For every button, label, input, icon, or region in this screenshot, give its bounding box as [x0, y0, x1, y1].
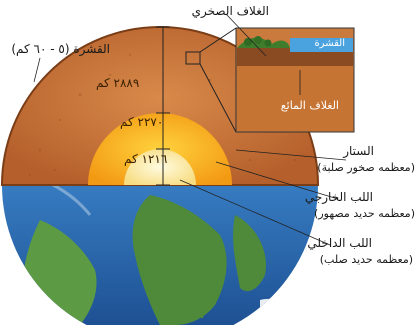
- inner-core-note: (معظمه حديد صلب): [319, 253, 413, 266]
- outer-core-note: (معظمه حديد مصهور): [314, 207, 415, 220]
- asthenosphere-label: الغلاف المائع: [280, 99, 339, 112]
- inner-core-layer: [124, 149, 196, 185]
- inset-ocean: [290, 38, 353, 52]
- mantle-leader: [235, 149, 347, 161]
- outer-core-depth-label: ٢٢٧٠ كم: [120, 115, 164, 129]
- inner-core-leader: [179, 179, 331, 246]
- outer-core-title: اللب الخارجي: [304, 190, 373, 204]
- zoom-source-box: [185, 51, 201, 65]
- arabia-landmass: [233, 215, 266, 292]
- crust-label: القشرة (٥ - ٦٠ كم): [11, 42, 110, 56]
- inner-core-title: اللب الداخلي: [307, 236, 372, 250]
- antarctica-landmass: [260, 298, 312, 325]
- asthenosphere-band: [237, 64, 353, 131]
- outer-core-leader: [215, 161, 339, 200]
- africa-landmass: [132, 195, 227, 325]
- inner-core-depth-label: ١٢١٦ كم: [124, 152, 168, 166]
- mantle-title: الستار: [343, 144, 374, 158]
- zoom-line-top: [199, 27, 237, 53]
- lithosphere-leader: [225, 13, 267, 57]
- zoom-line-bottom: [199, 63, 237, 133]
- inset-crust-label: القشرة: [314, 38, 345, 49]
- lithosphere-band: [237, 48, 353, 66]
- mantle-note: (معظمه صخور صلبة): [317, 161, 415, 174]
- mantle-depth-label: ٢٨٨٩ كم: [96, 76, 140, 90]
- madagascar-landmass: [196, 290, 206, 319]
- lithosphere-label: الغلاف الصخري: [191, 4, 269, 18]
- crust-leader: [33, 57, 41, 83]
